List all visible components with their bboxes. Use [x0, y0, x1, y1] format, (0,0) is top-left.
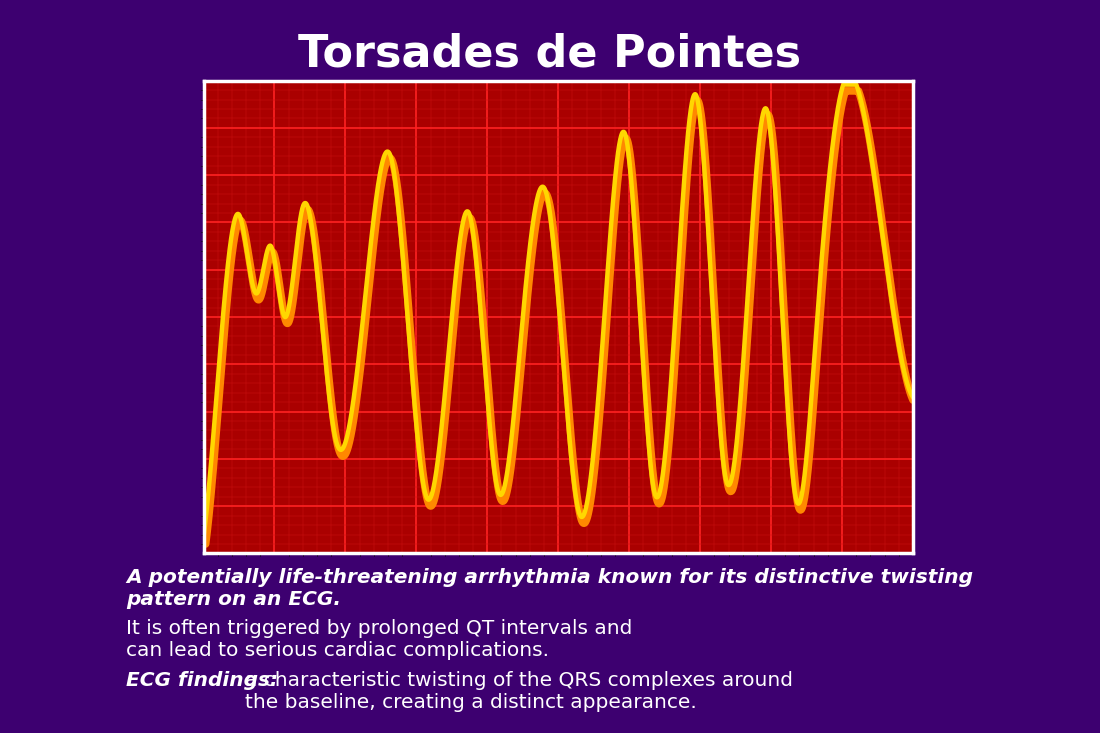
Text: Torsades de Pointes: Torsades de Pointes [298, 33, 802, 76]
Text: It is often triggered by prolonged QT intervals and
can lead to serious cardiac : It is often triggered by prolonged QT in… [126, 619, 632, 660]
Text: A potentially life-threatening arrhythmia known for its distinctive twisting
pat: A potentially life-threatening arrhythmi… [126, 568, 974, 609]
Text: ECG findings:: ECG findings: [126, 671, 278, 690]
Text: a characteristic twisting of the QRS complexes around
the baseline, creating a d: a characteristic twisting of the QRS com… [245, 671, 793, 712]
